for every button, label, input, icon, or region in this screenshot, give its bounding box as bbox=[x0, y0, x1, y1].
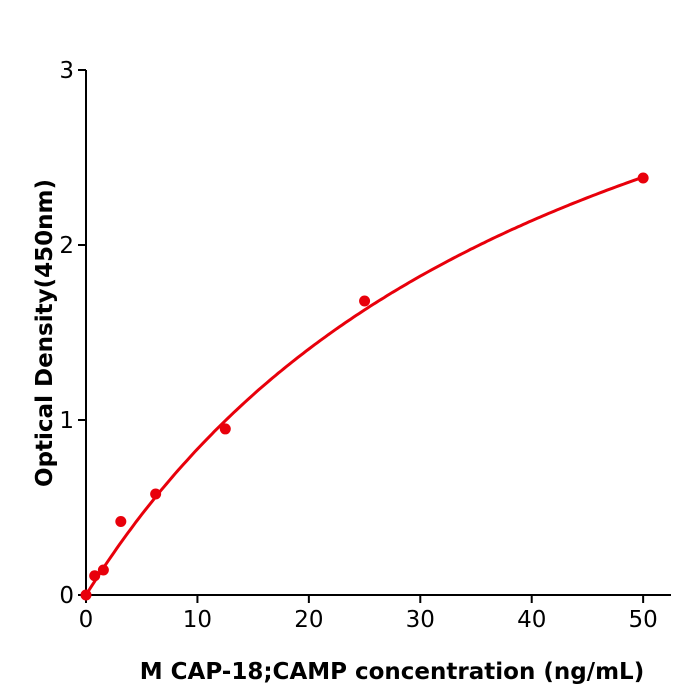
x-tick-label: 20 bbox=[294, 607, 323, 633]
fit-curve bbox=[84, 175, 644, 596]
y-tick-label: 2 bbox=[59, 233, 74, 259]
x-tick-label: 10 bbox=[183, 607, 212, 633]
data-point bbox=[219, 423, 231, 435]
y-tick-label: 3 bbox=[59, 58, 74, 84]
x-axis-label: M CAP-18;CAMP concentration (ng/mL) bbox=[140, 659, 644, 685]
data-point bbox=[89, 570, 101, 582]
data-point bbox=[359, 295, 371, 307]
axes: 0 10 20 30 40 50 0 1 2 3 bbox=[59, 58, 671, 633]
y-tick-label: 1 bbox=[59, 408, 74, 434]
data-point bbox=[115, 516, 127, 527]
x-tick-label: 50 bbox=[629, 607, 658, 633]
data-point bbox=[80, 589, 92, 601]
x-tick-label: 30 bbox=[406, 607, 435, 633]
x-tick-label: 40 bbox=[517, 607, 546, 633]
x-tick-label: 0 bbox=[79, 607, 94, 633]
y-tick-label: 0 bbox=[59, 583, 74, 609]
y-axis-label: Optical Density(450nm) bbox=[32, 179, 58, 487]
data-point bbox=[637, 172, 649, 184]
data-point bbox=[150, 488, 162, 500]
data-point bbox=[97, 564, 109, 576]
data-points bbox=[80, 172, 649, 601]
